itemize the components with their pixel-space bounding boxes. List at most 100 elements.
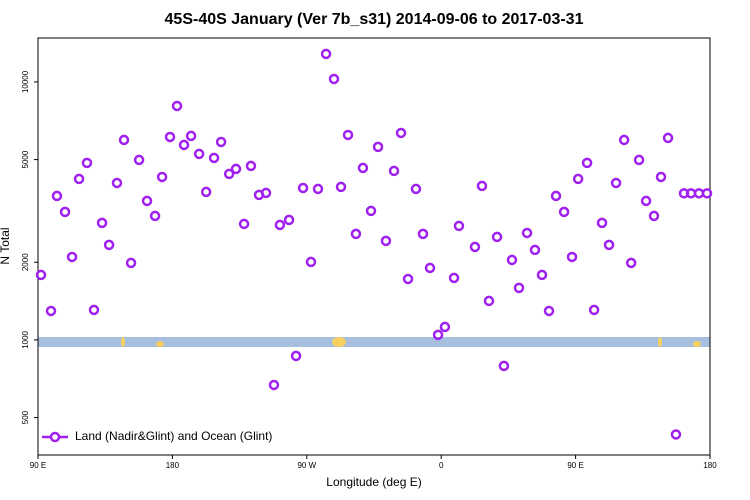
data-point [670,429,682,440]
legend-label: Land (Nadir&Glint) and Ocean (Glint) [75,429,272,443]
data-point [193,148,205,160]
data-point [476,180,488,192]
data-point [51,190,63,202]
data-point [603,239,615,251]
data-point [111,177,123,189]
plot-frame [37,37,711,456]
data-point [581,157,593,169]
data-point [588,304,600,316]
data-point [655,171,667,183]
data-point [491,231,503,243]
data-point [410,183,422,195]
data-point [66,251,78,263]
data-point [424,262,436,274]
data-point [297,182,309,194]
data-point [164,131,176,143]
data-point [662,132,674,144]
y-tick-label: 5000 [21,150,30,168]
x-tick-label: 90 E [567,461,583,470]
data-point [596,217,608,229]
data-point [312,183,324,195]
land-patch [156,341,164,347]
data-point [625,257,637,269]
data-point [618,134,630,146]
data-point [432,329,444,341]
data-point [59,206,71,218]
data-point [350,228,362,240]
data-point [498,360,510,372]
data-point [558,206,570,218]
data-point [223,168,235,180]
data-point [118,134,130,146]
data-point [283,214,295,226]
data-point [388,165,400,177]
data-point [513,282,525,294]
data-point [45,305,57,317]
data-point [73,173,85,185]
land-patch [121,337,125,347]
data-point [141,195,153,207]
data-point [417,228,429,240]
data-point [610,177,622,189]
data-point [215,136,227,148]
data-point [529,244,541,256]
data-point [365,205,377,217]
land-ocean-strip [38,337,710,347]
data-point [328,73,340,85]
data-point [133,154,145,166]
data-point [395,127,407,139]
data-point [453,220,465,232]
data-point [245,160,257,172]
data-point [200,186,212,198]
data-point [566,251,578,263]
x-tick-label: 90 W [297,461,316,470]
data-point [335,181,347,193]
legend-marker [49,431,61,443]
data-point [238,218,250,230]
y-tick-label: 2000 [21,253,30,271]
data-point [693,188,705,199]
data-point [149,210,161,222]
data-point [290,350,302,362]
data-point [648,210,660,222]
data-point [550,190,562,202]
data-point [171,100,183,112]
data-point [320,48,332,60]
data-point [521,227,533,239]
y-axis-label: N Total [0,227,12,264]
data-point [274,219,286,231]
data-point [640,195,652,207]
data-point [35,269,47,281]
land-patch [693,341,701,347]
data-point [125,257,137,269]
data-point [156,171,168,183]
data-point [268,379,280,391]
data-point [342,129,354,141]
data-point [536,269,548,281]
x-tick-label: 180 [166,461,180,470]
data-point [185,130,197,142]
x-tick-label: 90 E [30,461,46,470]
ocean-band [38,337,710,347]
data-point [483,295,495,307]
y-tick-label: 10000 [21,70,30,93]
data-point [448,272,460,284]
chart-title: 45S-40S January (Ver 7b_s31) 2014-09-06 … [165,11,584,28]
data-point [260,187,272,199]
data-point [506,254,518,266]
data-point [305,256,317,268]
x-tick-label: 180 [703,461,717,470]
data-point [469,241,481,253]
data-point [701,188,713,199]
x-axis-label: Longitude (deg E) [326,475,421,489]
y-tick-label: 500 [21,410,30,424]
data-point [96,217,108,229]
data-point [178,139,190,151]
data-point [81,157,93,169]
data-point [543,305,555,317]
data-point [380,235,392,247]
land-patch [332,337,346,347]
data-point [230,163,242,175]
data-point [357,162,369,174]
